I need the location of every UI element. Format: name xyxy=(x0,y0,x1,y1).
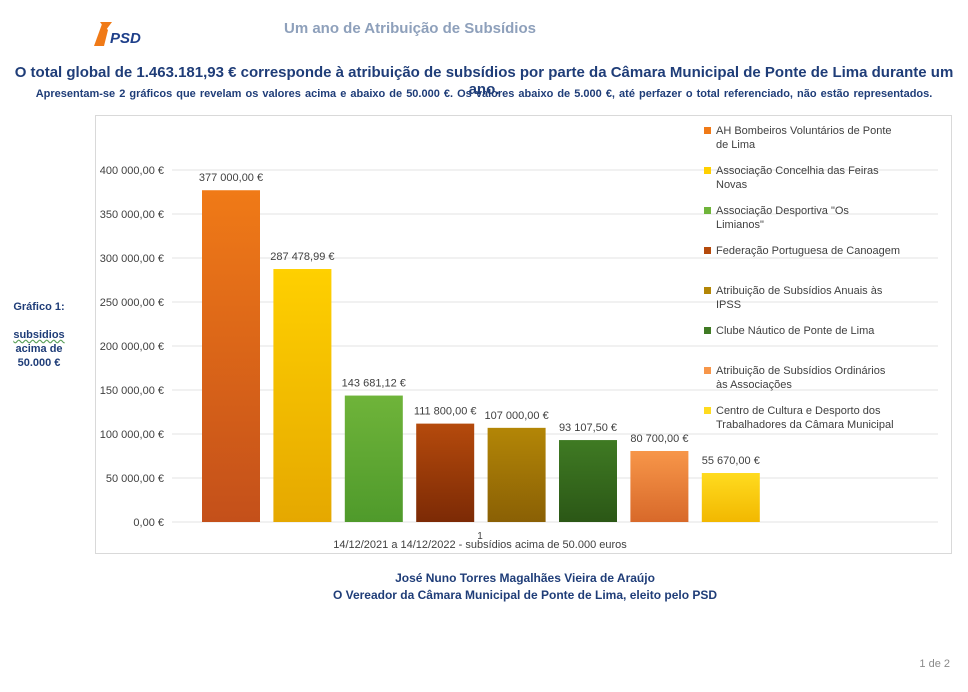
y-tick-label: 300 000,00 € xyxy=(100,253,164,265)
legend-swatch xyxy=(704,247,711,254)
data-label: 111 800,00 € xyxy=(414,406,477,418)
legend-swatch xyxy=(704,327,711,334)
y-tick-label: 150 000,00 € xyxy=(100,385,164,397)
chart-area: 0,00 € 50 000,00 € 100 000,00 € 150 000,00 … xyxy=(95,115,952,554)
legend-swatch xyxy=(704,287,711,294)
signature-title: O Vereador da Câmara Municipal de Ponte … xyxy=(332,588,718,602)
subheadline: Apresentam-se 2 gráficos que revelam os … xyxy=(35,88,933,100)
legend-label: Associação Concelhia das Feiras Novas xyxy=(716,165,879,191)
page-number: 1 de 2 xyxy=(919,658,950,670)
bar-4 xyxy=(416,423,475,522)
y-tick-label: 0,00 € xyxy=(133,517,164,529)
legend-label: Associação Desportiva "Os Limianos" xyxy=(716,205,849,231)
signature-block: José Nuno Torres Magalhães Vieira de Ara… xyxy=(0,570,968,604)
data-label: 143 681,12 € xyxy=(342,378,406,390)
bar-7 xyxy=(630,450,689,522)
legend-label: Clube Náutico de Ponte de Lima xyxy=(716,325,875,337)
bar-6 xyxy=(559,440,617,522)
legend-swatch xyxy=(704,367,711,374)
psd-logo-text: PSD xyxy=(110,30,141,47)
side-label-line4: 50.000 € xyxy=(17,357,61,369)
data-label: 287 478,99 € xyxy=(270,251,334,263)
y-tick-label: 350 000,00 € xyxy=(100,209,164,221)
bar-5 xyxy=(487,427,546,522)
y-tick-label: 100 000,00 € xyxy=(100,429,164,441)
legend-swatch xyxy=(704,167,711,174)
legend-label: AH Bombeiros Voluntários de Ponte de Lima xyxy=(716,125,892,151)
x-category-label: 1 xyxy=(477,531,483,542)
legend-label: Atribuição de Subsídios Ordinários às Ass… xyxy=(716,365,886,391)
bar-8 xyxy=(701,473,760,522)
data-label: 93 107,50 € xyxy=(559,422,617,434)
side-label-line2: subsidios xyxy=(13,329,65,341)
data-label: 55 670,00 € xyxy=(702,455,760,467)
y-tick-label: 200 000,00 € xyxy=(100,341,164,353)
bar-1 xyxy=(202,190,260,522)
chart-side-label: Gráfico 1: subsidios acima de 50.000 € xyxy=(10,300,68,370)
bar-3 xyxy=(344,395,403,522)
data-label: 107 000,00 € xyxy=(484,410,548,422)
legend-label: Federação Portuguesa de Canoagem xyxy=(716,245,900,257)
side-label-line1: Gráfico 1: xyxy=(13,301,65,313)
data-label: 377 000,00 € xyxy=(199,172,263,184)
y-tick-label: 50 000,00 € xyxy=(106,473,164,485)
y-tick-label: 400 000,00 € xyxy=(100,165,164,177)
bar-2 xyxy=(273,269,332,522)
y-tick-label: 250 000,00 € xyxy=(100,297,164,309)
data-label: 80 700,00 € xyxy=(630,433,688,445)
legend-label: Centro de Cultura e Desporto dos Trabalha… xyxy=(716,405,894,431)
headline: O total global de 1.463.181,93 € corresp… xyxy=(14,64,954,98)
signature-name: José Nuno Torres Magalhães Vieira de Ara… xyxy=(395,571,655,585)
psd-logo: PSD xyxy=(94,22,141,47)
document-title: Um ano de Atribuição de Subsídios xyxy=(284,20,536,37)
legend-label: Atribuição de Subsídios Anuais às IPSS xyxy=(716,285,883,311)
side-label-line3: acima de xyxy=(15,343,63,355)
legend-swatch xyxy=(704,407,711,414)
legend-swatch xyxy=(704,127,711,134)
legend-swatch xyxy=(704,207,711,214)
bar-chart: 0,00 € 50 000,00 € 100 000,00 € 150 000,00 … xyxy=(100,125,938,551)
x-axis-label: 14/12/2021 a 14/12/2022 - subsídios acim… xyxy=(333,539,627,551)
